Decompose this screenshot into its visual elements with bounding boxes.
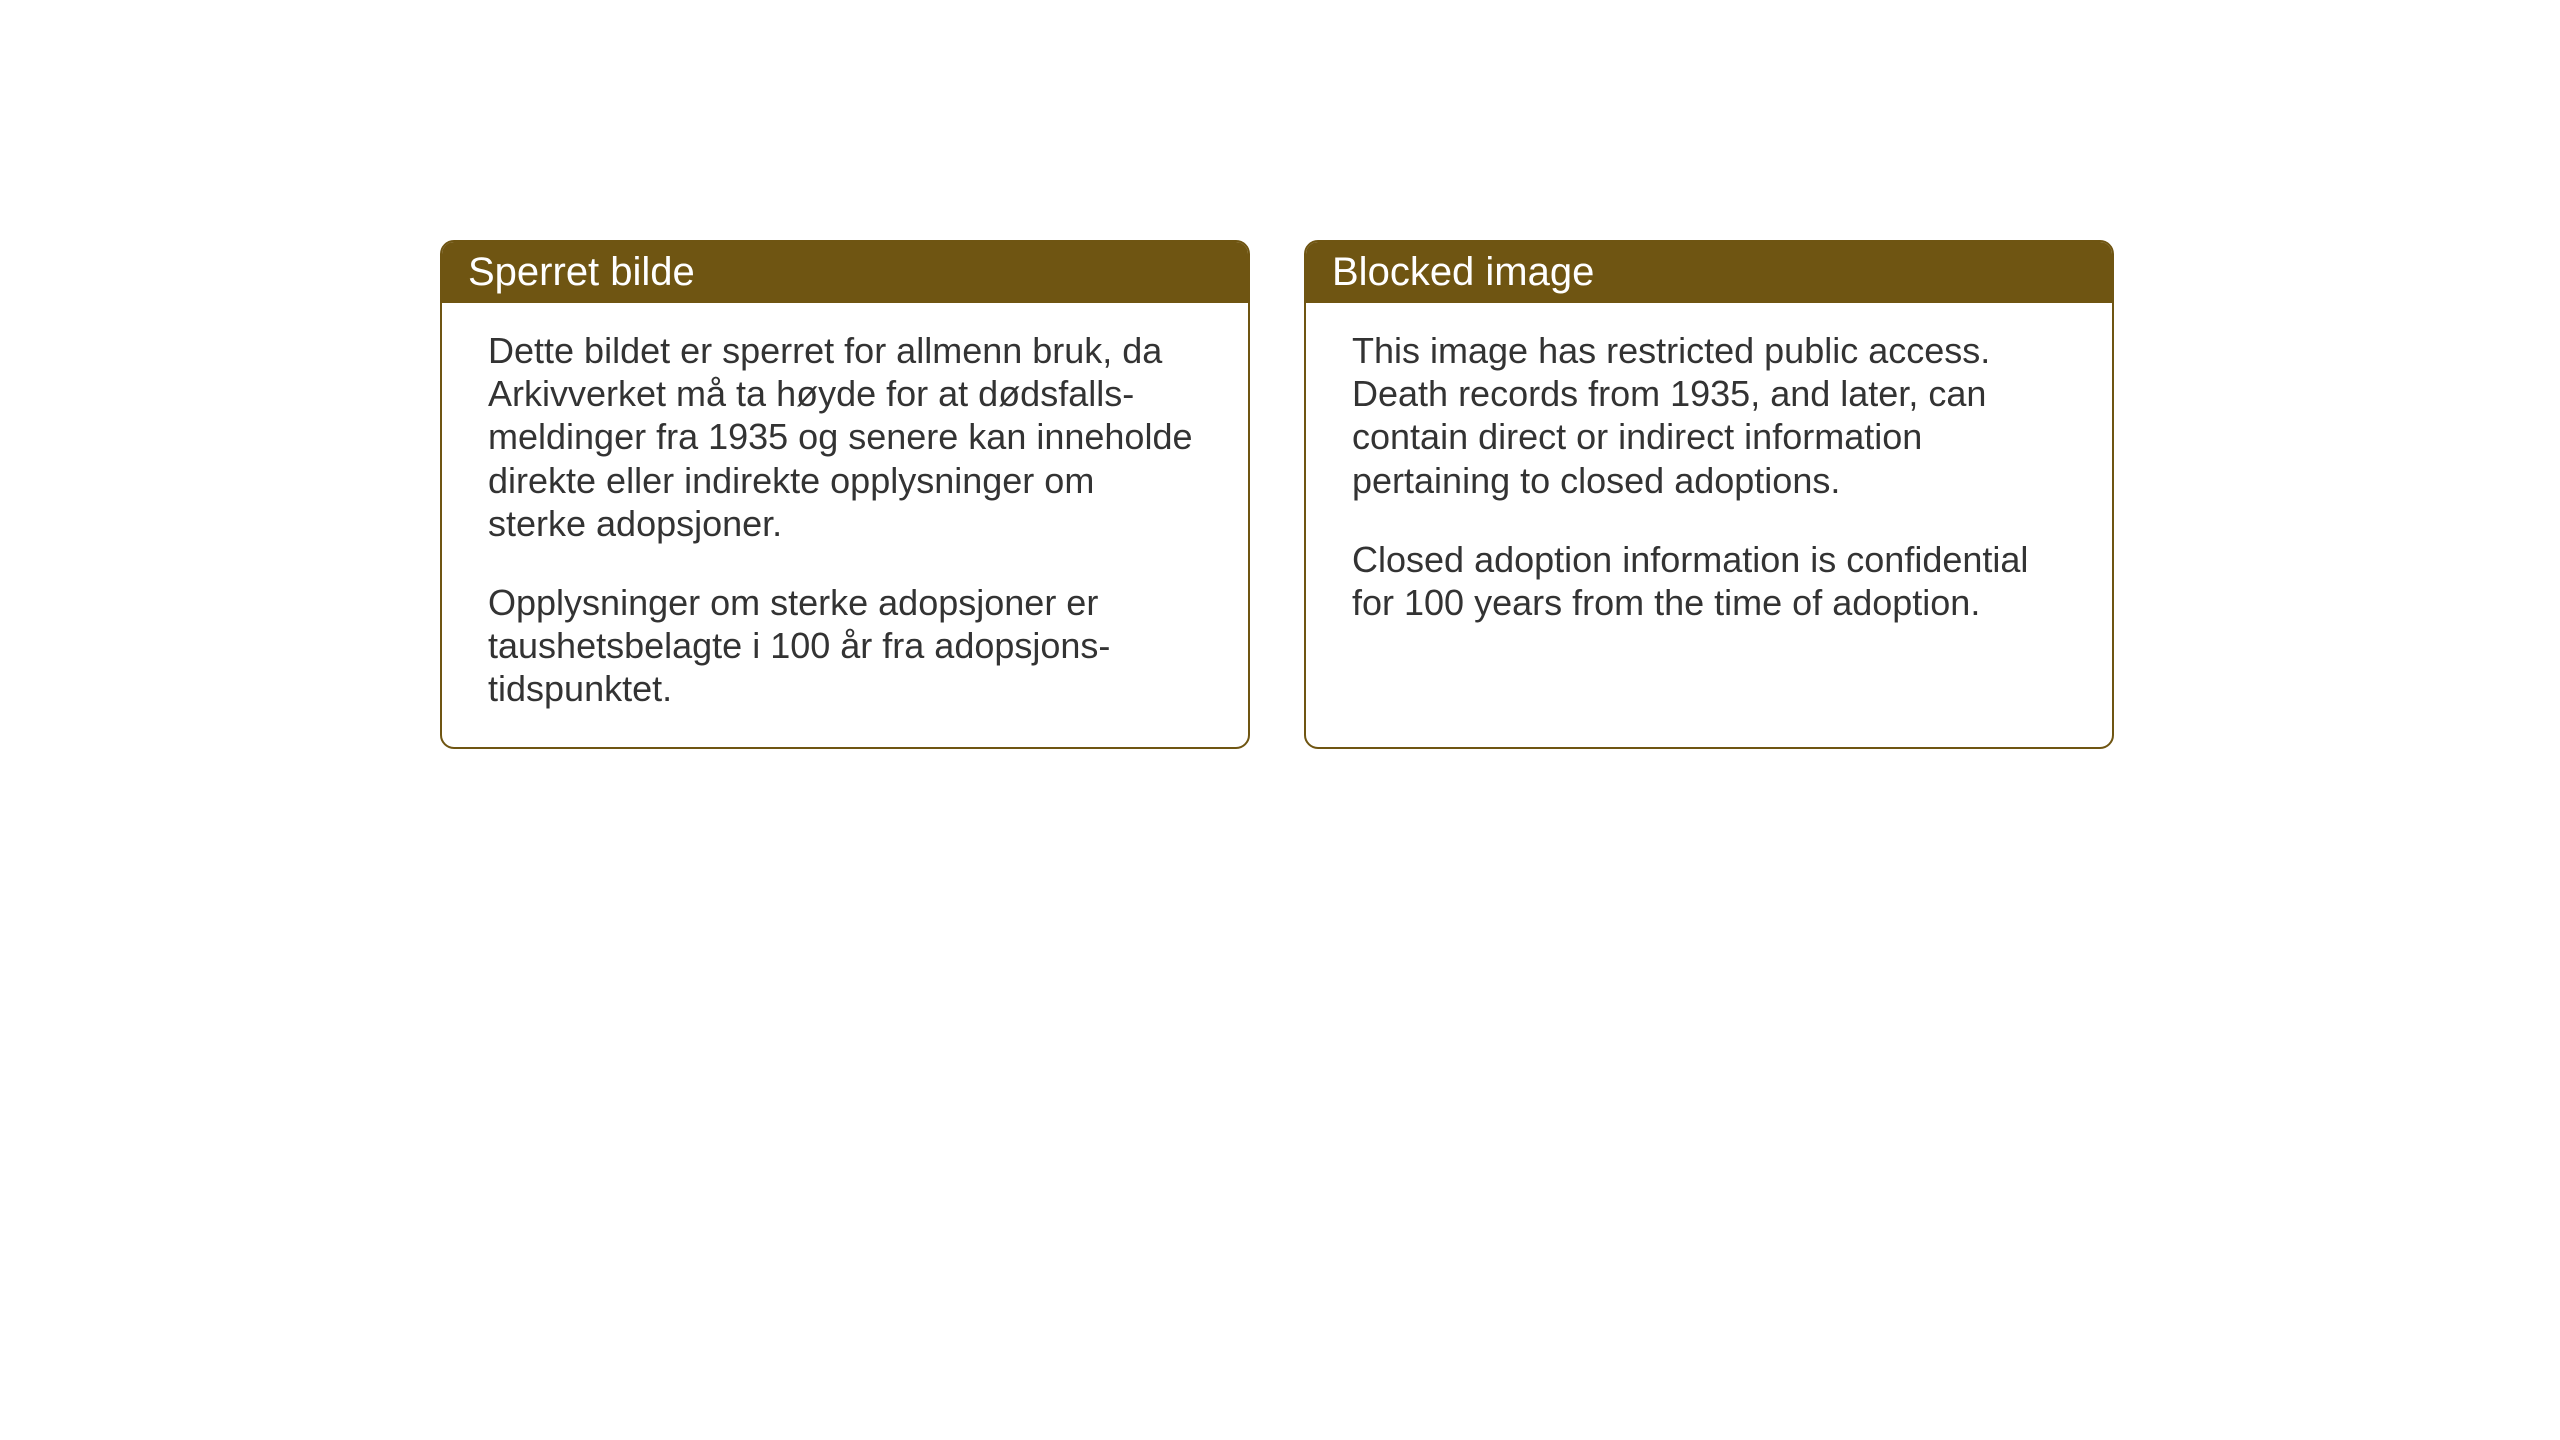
card-body: This image has restricted public access.…: [1306, 303, 2112, 743]
card-header: Sperret bilde: [442, 242, 1248, 303]
notice-container: Sperret bilde Dette bildet er sperret fo…: [440, 240, 2114, 749]
notice-card-english: Blocked image This image has restricted …: [1304, 240, 2114, 749]
card-paragraph-1: This image has restricted public access.…: [1352, 329, 2066, 502]
card-header: Blocked image: [1306, 242, 2112, 303]
card-paragraph-2: Closed adoption information is confident…: [1352, 538, 2066, 624]
card-title: Blocked image: [1332, 250, 1594, 294]
notice-card-norwegian: Sperret bilde Dette bildet er sperret fo…: [440, 240, 1250, 749]
card-paragraph-2: Opplysninger om sterke adopsjoner er tau…: [488, 581, 1202, 711]
card-body: Dette bildet er sperret for allmenn bruk…: [442, 303, 1248, 747]
card-title: Sperret bilde: [468, 250, 695, 294]
card-paragraph-1: Dette bildet er sperret for allmenn bruk…: [488, 329, 1202, 545]
